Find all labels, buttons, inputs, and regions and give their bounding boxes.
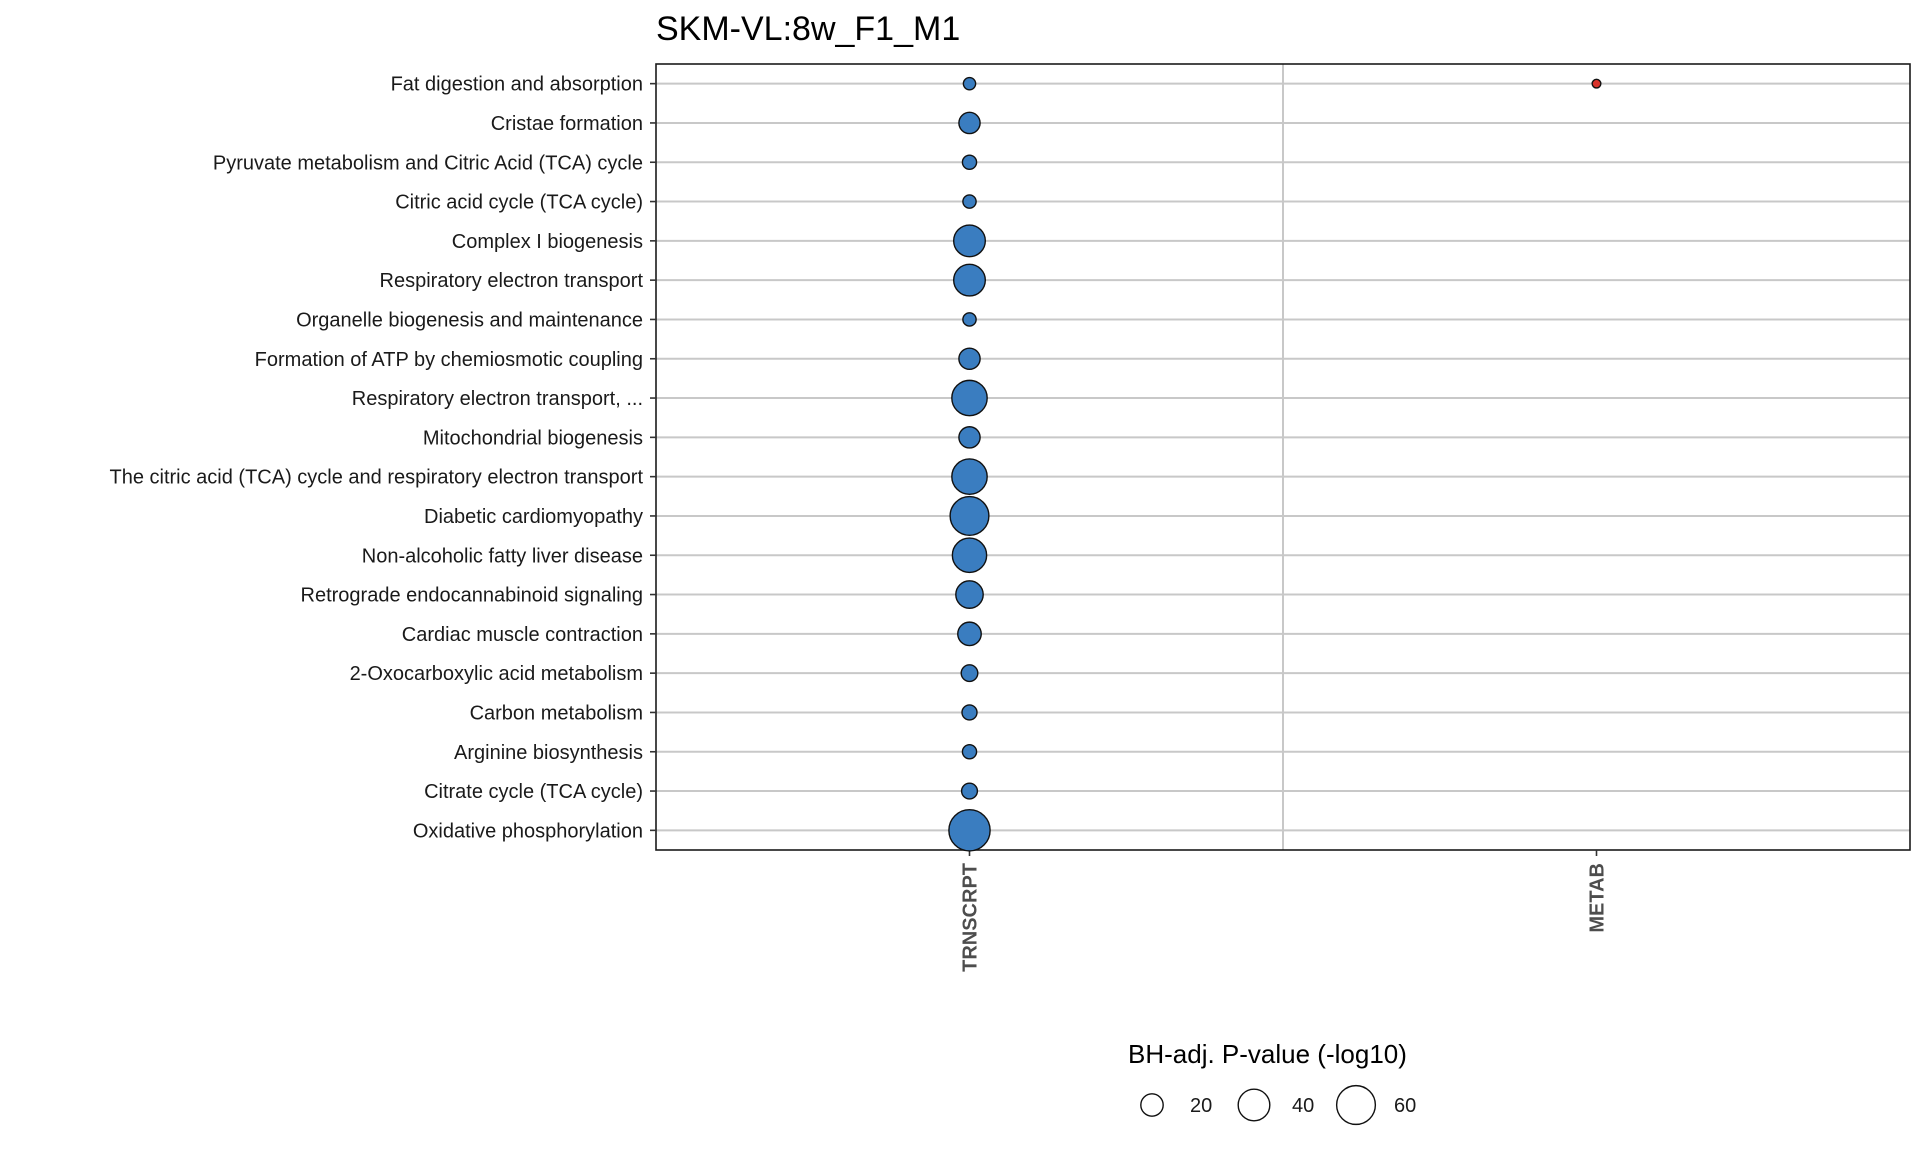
legend-key-label: 20 <box>1190 1095 1212 1117</box>
data-point <box>962 312 977 327</box>
data-point <box>960 664 979 683</box>
data-point <box>951 379 988 417</box>
legend-title: BH-adj. P-value (-log10) <box>1128 1039 1407 1069</box>
y-tick-label: Fat digestion and absorption <box>391 74 643 96</box>
size-legend: BH-adj. P-value (-log10) 20 40 60 <box>1128 1039 1416 1126</box>
grid-lines <box>656 64 1910 850</box>
data-point <box>949 495 990 537</box>
data-point <box>961 704 978 721</box>
y-tick-label: Carbon metabolism <box>470 702 643 724</box>
y-axis: Fat digestion and absorption Cristae form… <box>109 74 656 842</box>
y-tick-label: Pyruvate metabolism and Citric Acid (TCA… <box>213 152 643 174</box>
legend-key-circle <box>1335 1084 1377 1126</box>
data-point <box>962 194 977 209</box>
y-tick-label: The citric acid (TCA) cycle and respirat… <box>109 467 643 489</box>
y-tick-label: Arginine biosynthesis <box>454 742 643 764</box>
data-point <box>1591 78 1602 89</box>
y-tick-label: Mitochondrial biogenesis <box>423 427 643 449</box>
x-tick-label: TRNSCRPT <box>960 863 982 972</box>
y-tick-label: Cardiac muscle contraction <box>402 624 643 646</box>
data-point <box>952 224 987 258</box>
plot-panel-border <box>655 63 1911 851</box>
data-point <box>951 537 988 574</box>
y-tick-label: Citrate cycle (TCA cycle) <box>424 781 643 803</box>
chart-title: SKM-VL:8w_F1_M1 <box>656 10 960 48</box>
x-axis: TRNSCRPT METAB <box>960 850 1609 972</box>
legend-key-circle <box>1140 1093 1164 1117</box>
y-tick-label: Complex I biogenesis <box>452 231 643 253</box>
legend-key-label: 40 <box>1292 1095 1314 1117</box>
legend-key-circle <box>1237 1088 1271 1122</box>
data-point <box>951 458 988 496</box>
y-tick-label: Respiratory electron transport, ... <box>352 388 643 410</box>
data-point <box>957 621 982 647</box>
data-point <box>958 111 981 135</box>
data-point <box>960 782 979 800</box>
y-tick-label: Retrograde endocannabinoid signaling <box>301 585 643 607</box>
data-point <box>958 426 981 449</box>
legend-key-label: 60 <box>1394 1095 1416 1117</box>
x-tick-label: METAB <box>1587 863 1609 933</box>
data-point <box>948 809 991 852</box>
data-point <box>955 580 984 609</box>
y-tick-label: Cristae formation <box>491 113 643 135</box>
y-tick-label: Diabetic cardiomyopathy <box>424 506 643 528</box>
y-tick-label: Oxidative phosphorylation <box>413 820 643 842</box>
y-tick-label: Organelle biogenesis and maintenance <box>296 309 643 331</box>
y-tick-label: Non-alcoholic fatty liver disease <box>362 545 643 567</box>
data-point <box>961 743 978 760</box>
data-point <box>958 347 981 371</box>
data-point <box>961 154 978 171</box>
data-point <box>952 263 987 297</box>
y-tick-label: Respiratory electron transport <box>380 270 644 292</box>
data-point <box>962 76 977 91</box>
y-tick-label: Citric acid cycle (TCA cycle) <box>395 192 643 214</box>
y-tick-label: 2-Oxocarboxylic acid metabolism <box>350 663 643 685</box>
data-points <box>948 76 1602 852</box>
y-tick-label: Formation of ATP by chemiosmotic couplin… <box>255 349 643 371</box>
